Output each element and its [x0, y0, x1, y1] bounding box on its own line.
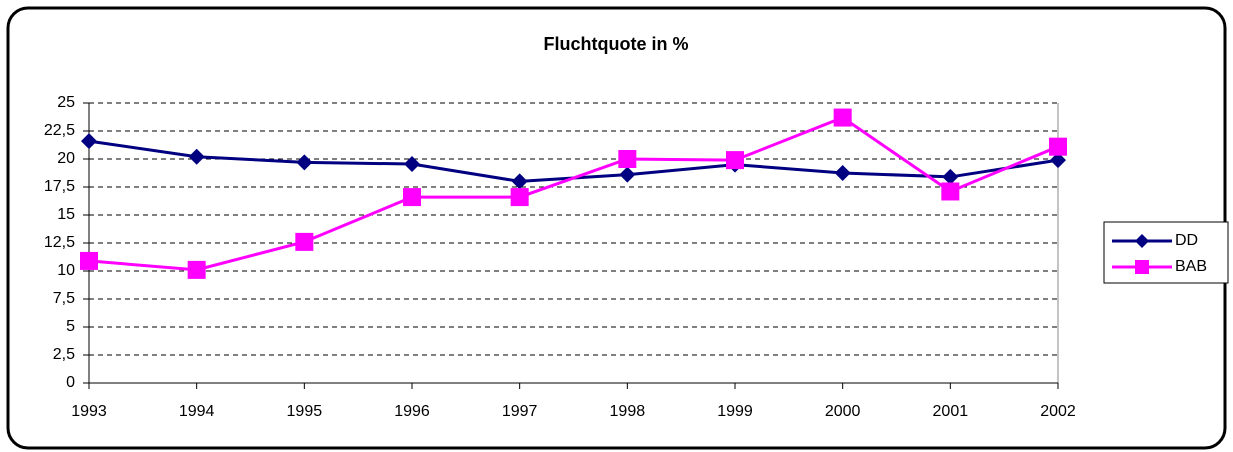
point: [942, 168, 959, 185]
x-tick-label: 2002: [1040, 403, 1076, 420]
chart-border: [6, 6, 1227, 450]
x-tick-label: 1999: [717, 403, 753, 420]
x-tick-label: 1996: [394, 403, 430, 420]
point: [80, 251, 98, 270]
y-tick-label: 2,5: [53, 346, 75, 363]
point: [618, 150, 637, 168]
y-tick-label: 17,5: [44, 178, 75, 195]
point: [296, 154, 313, 171]
y-tick-label: 25: [57, 94, 75, 111]
legend-label: DD: [1175, 232, 1198, 249]
point: [511, 173, 528, 190]
point: [1050, 152, 1066, 169]
point: [1049, 137, 1067, 156]
y-tick-label: 7,5: [53, 290, 75, 307]
y-tick-label: 0: [66, 374, 75, 391]
point: [187, 260, 206, 279]
chart-title: Fluchtquote in %: [544, 34, 689, 54]
point: [726, 151, 744, 170]
x-tick-label: 1994: [179, 403, 215, 420]
point: [834, 165, 851, 181]
point: [941, 182, 960, 201]
x-tick-label: 1993: [71, 403, 107, 420]
y-tick-label: 20: [57, 150, 75, 167]
series-line: [88, 115, 1059, 272]
point: [619, 166, 636, 183]
y-tick-label: 10: [57, 262, 75, 279]
x-tick-label: 1997: [502, 403, 538, 420]
point: [81, 133, 97, 150]
y-tick-label: 12,5: [44, 234, 75, 251]
y-tick-label: 15: [57, 206, 75, 223]
y-tick-label: 22,5: [44, 122, 75, 139]
y-tick-label: 5: [66, 318, 75, 335]
point: [404, 156, 420, 173]
legend-marker: [1135, 260, 1149, 274]
point: [833, 108, 852, 127]
legend-box: [1103, 221, 1229, 284]
x-tick-label: 1998: [610, 403, 646, 420]
x-tick-label: 2001: [933, 403, 969, 420]
x-tick-label: 1995: [287, 403, 323, 420]
point: [403, 188, 421, 207]
point: [295, 232, 314, 251]
x-tick-label: 2000: [825, 403, 861, 420]
legend-label: BAB: [1175, 258, 1207, 275]
point: [188, 148, 205, 165]
point: [510, 188, 529, 207]
legend-marker: [1135, 234, 1149, 248]
